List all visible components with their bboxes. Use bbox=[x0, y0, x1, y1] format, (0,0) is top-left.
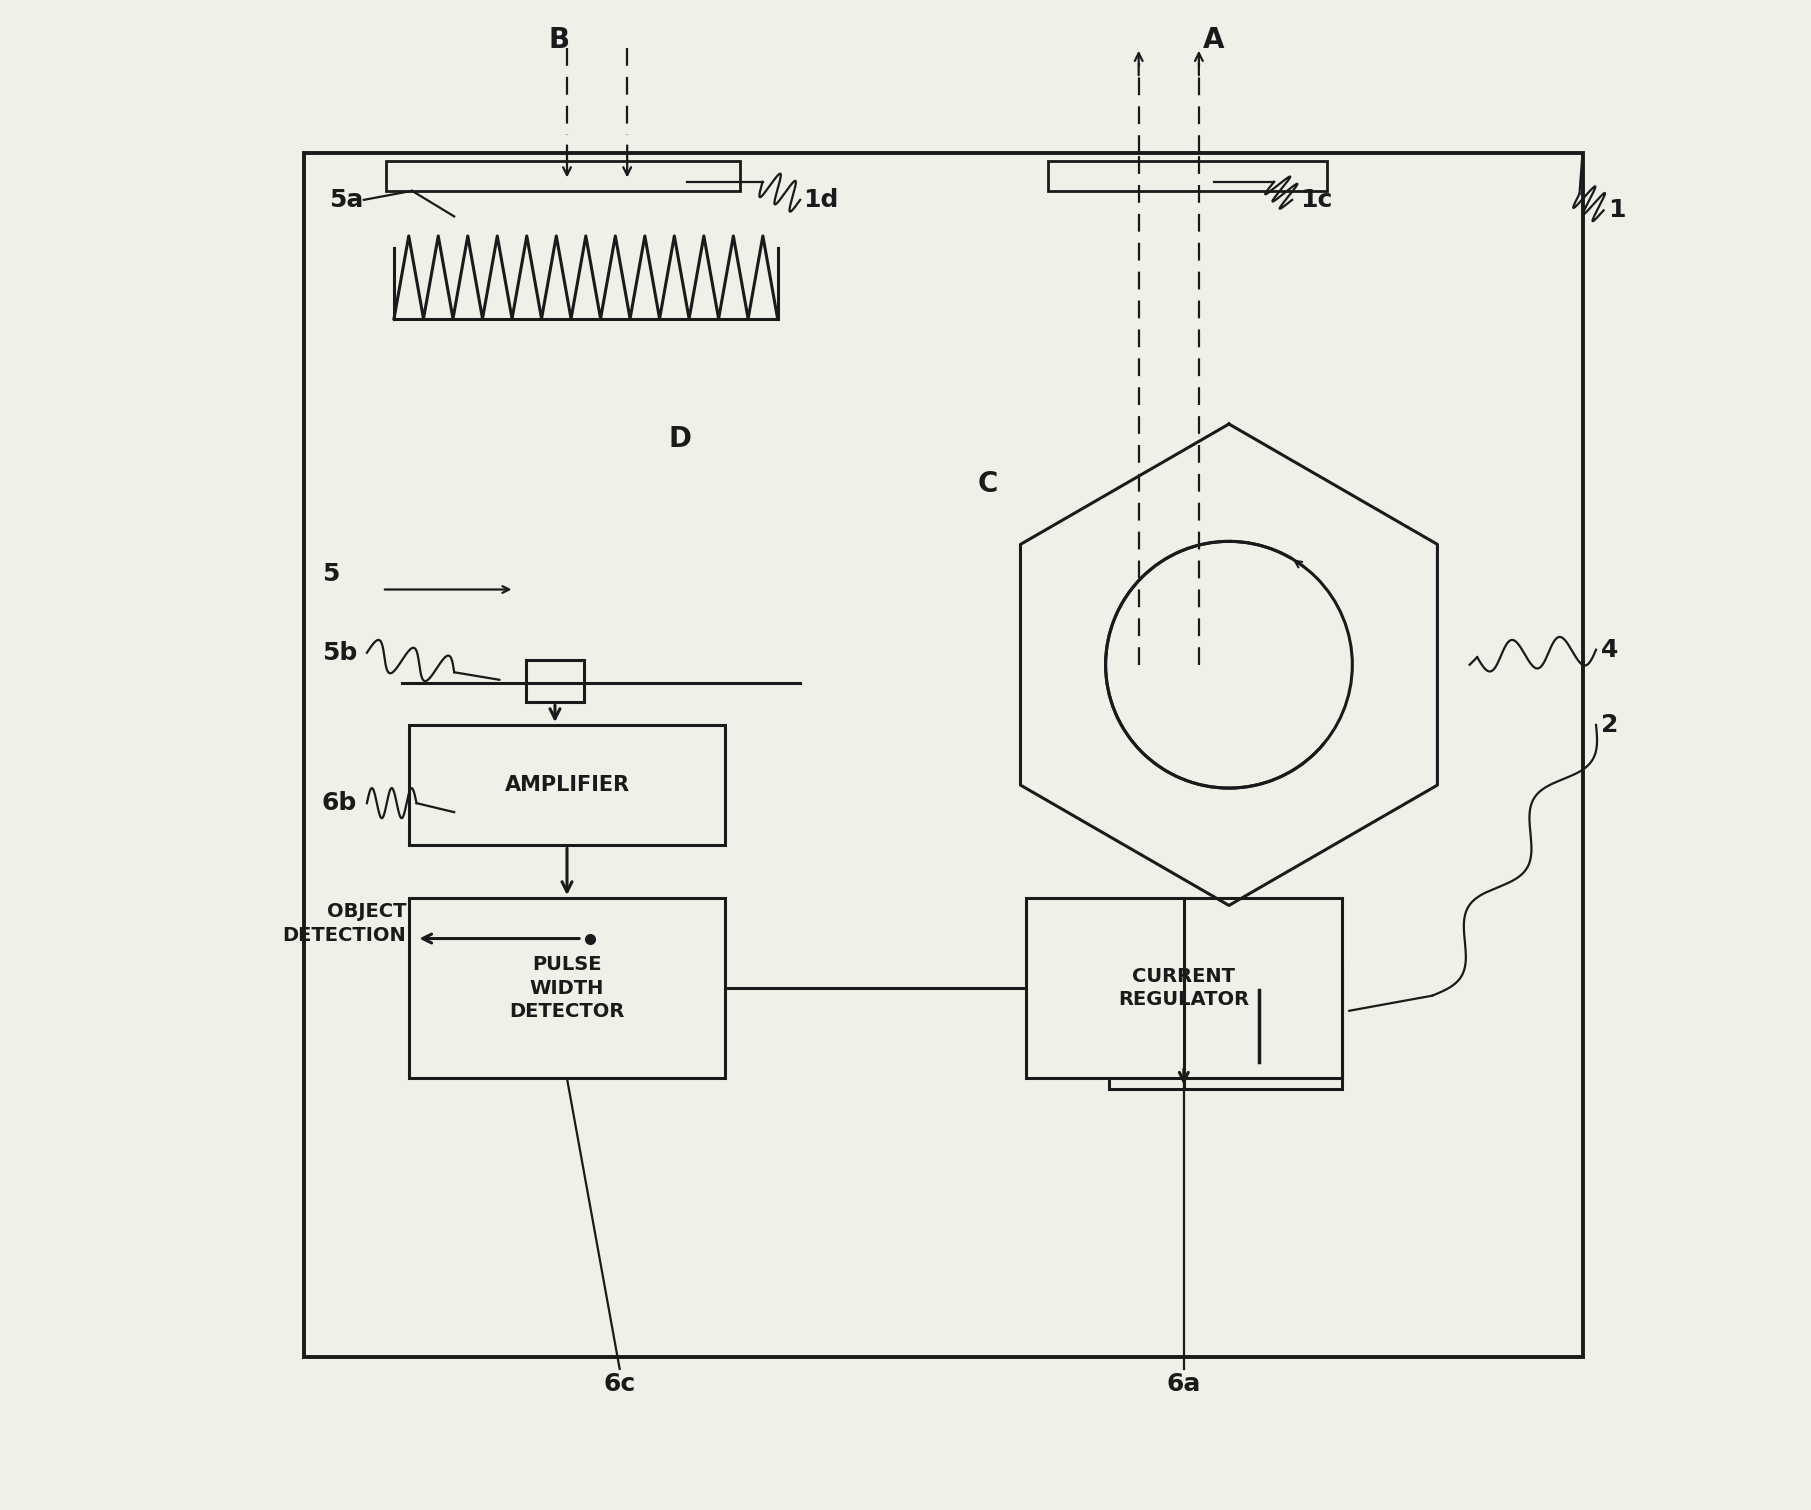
Bar bbox=[527, 660, 583, 702]
Text: 6a: 6a bbox=[1166, 1373, 1201, 1395]
Text: 1c: 1c bbox=[1300, 187, 1333, 211]
Text: AMPLIFIER: AMPLIFIER bbox=[505, 775, 630, 796]
Bar bbox=[1049, 160, 1327, 190]
Text: D: D bbox=[668, 426, 692, 453]
Text: B: B bbox=[549, 26, 570, 54]
Bar bbox=[1108, 965, 1342, 1089]
Text: 1d: 1d bbox=[804, 187, 838, 211]
Text: 2: 2 bbox=[1601, 713, 1617, 737]
Text: C: C bbox=[978, 470, 998, 498]
Text: 5b: 5b bbox=[322, 640, 357, 664]
Bar bbox=[409, 725, 724, 846]
FancyArrow shape bbox=[846, 304, 1103, 554]
Polygon shape bbox=[1190, 989, 1259, 1062]
Text: A: A bbox=[1203, 26, 1224, 54]
Text: 1: 1 bbox=[1608, 198, 1626, 222]
Bar bbox=[409, 898, 724, 1078]
Bar bbox=[304, 153, 1583, 1357]
Text: 4: 4 bbox=[1601, 637, 1617, 661]
Bar bbox=[386, 160, 741, 190]
FancyArrow shape bbox=[741, 296, 1058, 599]
FancyArrow shape bbox=[1168, 831, 1244, 965]
Text: 5a: 5a bbox=[330, 187, 364, 211]
Text: 5: 5 bbox=[322, 562, 339, 586]
Text: 6b: 6b bbox=[322, 791, 357, 815]
Text: CURRENT
REGULATOR: CURRENT REGULATOR bbox=[1117, 966, 1250, 1010]
Text: 6c: 6c bbox=[603, 1373, 636, 1395]
Text: OBJECT
DETECTION: OBJECT DETECTION bbox=[283, 903, 406, 945]
Bar bbox=[1025, 898, 1342, 1078]
Text: PULSE
WIDTH
DETECTOR: PULSE WIDTH DETECTOR bbox=[509, 956, 625, 1021]
